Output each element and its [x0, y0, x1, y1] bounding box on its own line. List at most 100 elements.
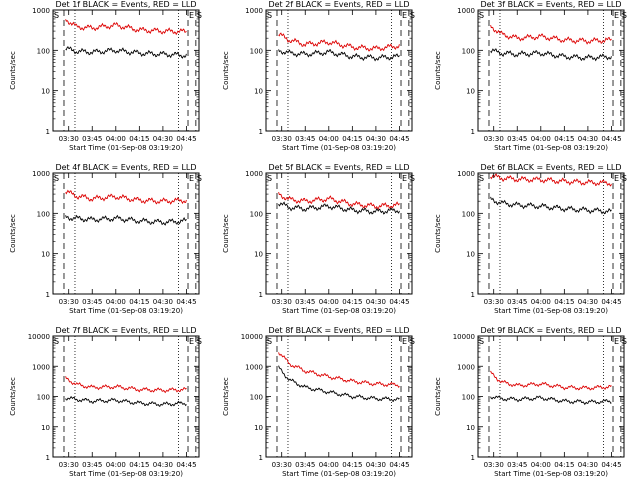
x-axis-label: Start Time (01-Sep-08 03:19:20) — [494, 307, 608, 315]
y-axis-label: Counts/sec — [222, 214, 230, 253]
y-tick-label: 1000 — [457, 7, 475, 15]
event-marker-label: S — [479, 174, 484, 183]
y-tick-label: 1 — [46, 454, 50, 462]
x-tick-label: 04:30 — [578, 298, 598, 306]
event-marker-label: E — [402, 174, 407, 183]
y-tick-label: 100 — [37, 47, 50, 55]
event-marker-label: S — [267, 174, 272, 183]
x-tick-label: 03:45 — [82, 461, 102, 469]
x-tick-label: 04:30 — [366, 298, 386, 306]
x-tick-label: 04:00 — [319, 461, 339, 469]
x-tick-label: 04:45 — [601, 298, 621, 306]
x-tick-label: 04:45 — [601, 461, 621, 469]
y-tick-label: 10 — [466, 251, 475, 259]
panel-title: Det 8f BLACK = Events, RED = LLD — [268, 326, 409, 335]
x-tick-label: 03:45 — [507, 135, 527, 143]
y-tick-label: 10 — [254, 251, 263, 259]
y-tick-label: 1 — [46, 291, 50, 299]
plot-frame — [265, 172, 413, 295]
event-marker-label: E — [402, 337, 407, 346]
x-tick-label: 03:30 — [59, 298, 79, 306]
event-marker-label: S — [54, 337, 59, 346]
x-tick-label: 04:30 — [578, 135, 598, 143]
y-tick-label: 100 — [37, 210, 50, 218]
y-axis-label: Counts/sec — [222, 377, 230, 416]
y-tick-label: 1 — [471, 454, 475, 462]
x-tick-label: 04:30 — [153, 135, 173, 143]
y-tick-label: 1000 — [32, 363, 50, 371]
y-tick-label: 100 — [250, 47, 263, 55]
y-tick-label: 100 — [250, 210, 263, 218]
x-tick-label: 04:00 — [106, 461, 126, 469]
y-tick-label: 1000 — [457, 170, 475, 178]
y-axis-label: Counts/sec — [434, 214, 442, 253]
x-axis-label: Start Time (01-Sep-08 03:19:20) — [282, 307, 396, 315]
event-marker-label: S — [54, 11, 59, 20]
detector-panel: Det 2f BLACK = Events, RED = LLD Counts/s… — [222, 0, 415, 152]
x-tick-label: 04:45 — [389, 135, 409, 143]
x-tick-label: 04:15 — [129, 298, 149, 306]
lld-series-line — [278, 32, 400, 52]
x-tick-label: 04:30 — [153, 298, 173, 306]
y-tick-label: 1000 — [457, 363, 475, 371]
y-axis-label: Counts/sec — [434, 377, 442, 416]
x-axis-label: Start Time (01-Sep-08 03:19:20) — [69, 144, 183, 152]
y-tick-label: 100 — [462, 47, 475, 55]
y-tick-label: 10 — [41, 88, 50, 96]
detector-panel: Det 8f BLACK = Events, RED = LLD Counts/s… — [222, 326, 415, 478]
y-tick-label: 100 — [250, 394, 263, 402]
y-tick-label: 1000 — [32, 7, 50, 15]
x-tick-label: 04:00 — [531, 298, 551, 306]
y-axis-label: Counts/sec — [434, 51, 442, 90]
plot-frame — [52, 9, 200, 132]
x-axis-label: Start Time (01-Sep-08 03:19:20) — [494, 470, 608, 478]
lld-series-line — [65, 376, 187, 394]
x-tick-label: 04:45 — [176, 298, 196, 306]
y-tick-label: 100 — [462, 394, 475, 402]
x-tick-label: 04:00 — [106, 135, 126, 143]
x-tick-label: 04:15 — [129, 461, 149, 469]
event-marker-label: E — [614, 337, 619, 346]
x-tick-label: 04:00 — [106, 298, 126, 306]
events-series-line — [65, 395, 187, 407]
x-axis-label: Start Time (01-Sep-08 03:19:20) — [282, 470, 396, 478]
x-tick-label: 04:00 — [531, 461, 551, 469]
y-tick-label: 1000 — [245, 170, 263, 178]
panel-title: Det 6f BLACK = Events, RED = LLD — [480, 163, 621, 172]
lld-series-line — [490, 370, 612, 391]
event-marker-label: E — [189, 337, 194, 346]
event-marker-label: E — [402, 11, 407, 20]
y-tick-label: 1 — [471, 291, 475, 299]
x-tick-label: 03:45 — [295, 135, 315, 143]
x-tick-label: 04:15 — [554, 298, 574, 306]
y-tick-label: 10000 — [453, 333, 475, 341]
lld-series-line — [490, 173, 612, 187]
event-marker-label: S — [479, 11, 484, 20]
plot-frame — [477, 172, 625, 295]
x-tick-label: 03:45 — [295, 298, 315, 306]
x-axis-label: Start Time (01-Sep-08 03:19:20) — [494, 144, 608, 152]
y-tick-label: 1 — [259, 291, 263, 299]
lld-series-line — [65, 189, 187, 205]
detector-panel: Det 9f BLACK = Events, RED = LLD Counts/s… — [434, 326, 627, 478]
events-series-line — [490, 48, 612, 62]
x-tick-label: 04:45 — [601, 135, 621, 143]
y-tick-label: 1000 — [32, 170, 50, 178]
y-tick-label: 10 — [254, 88, 263, 96]
y-tick-label: 1 — [46, 128, 50, 136]
y-tick-label: 1000 — [245, 363, 263, 371]
lld-series-line — [278, 352, 400, 388]
lld-series-line — [490, 24, 612, 45]
y-tick-label: 10000 — [28, 333, 50, 341]
y-tick-label: 100 — [37, 394, 50, 402]
x-tick-label: 03:30 — [59, 135, 79, 143]
y-tick-label: 10 — [254, 424, 263, 432]
x-tick-label: 04:00 — [319, 298, 339, 306]
detector-panel: Det 3f BLACK = Events, RED = LLD Counts/s… — [434, 0, 627, 152]
event-marker-label: E — [614, 11, 619, 20]
event-marker-label: S — [54, 174, 59, 183]
x-axis-label: Start Time (01-Sep-08 03:19:20) — [69, 307, 183, 315]
x-tick-label: 03:45 — [82, 135, 102, 143]
event-marker-label: E — [189, 11, 194, 20]
